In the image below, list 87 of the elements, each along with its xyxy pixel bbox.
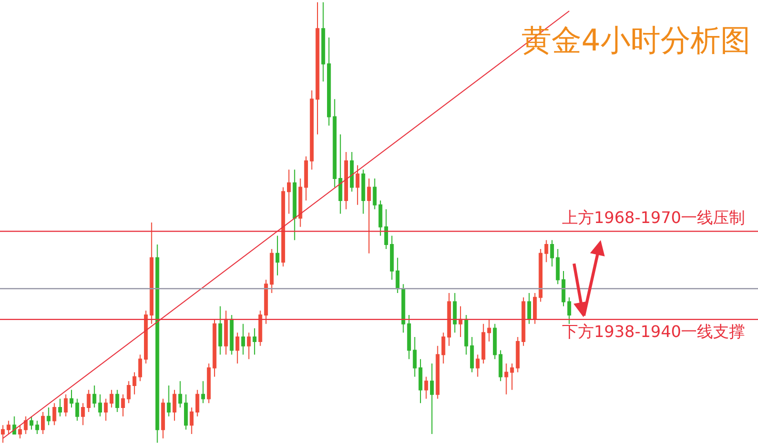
candlestick [321,2,326,82]
candlestick [218,306,222,356]
candlestick [110,389,114,408]
candlestick [287,169,291,214]
candlestick [567,296,572,324]
candlestick [30,416,34,430]
candlestick [516,336,520,373]
ref-line-label: 下方1938-1940一线支撑 [562,322,746,341]
candlestick [161,398,165,439]
candlestick [476,354,480,378]
candlestick [384,208,388,250]
candlestick [372,178,377,210]
candlestick [338,134,342,214]
candlestick [18,424,22,439]
candlestick [35,420,40,434]
ref-line-label: 上方1968-1970一线压制 [562,208,746,227]
candlestick [258,310,262,346]
candlestick [81,402,85,426]
candlestick [407,314,411,360]
candlestick [356,164,360,206]
candlestick [344,152,348,210]
candlestick [367,178,371,254]
candlestick [41,411,45,434]
candlestick [436,345,440,400]
candlestick [270,248,274,294]
candlestick [310,90,314,170]
candlestick [527,292,532,324]
candlestick [230,314,234,356]
candlestick [510,362,514,390]
candlestick [412,336,417,378]
candlestick [195,389,200,417]
candlestick [58,398,62,417]
candlestick [424,376,428,400]
candlestick [378,200,382,236]
candlestick [24,416,28,434]
candlestick [172,389,176,422]
candlestick [184,394,188,430]
candlestick [361,169,366,214]
candlestick [504,362,508,395]
candlestick [236,332,240,364]
candlestick [121,394,125,417]
candlestick [115,389,120,412]
candlestick [316,2,320,135]
candlestick [252,328,256,356]
candlestick [246,332,251,360]
candlestick [292,169,297,241]
candlestick [155,244,160,444]
candlestick [327,36,331,126]
candlestick [206,362,211,404]
candlestick [212,318,216,378]
candlestick [75,398,80,422]
candlestick [64,394,68,417]
candlestick [264,279,268,324]
candlestick [464,314,468,356]
candlestick [86,389,91,412]
candlestick [52,402,56,426]
candlestick [138,354,142,382]
candlestick [452,292,457,334]
candlestick [550,240,554,268]
candlestick [430,362,434,434]
text: 黄金4小时分析图 [521,24,750,59]
candlestick [70,389,74,408]
candlestick [401,284,406,334]
candlestick [522,296,526,346]
candlestick [132,372,136,395]
candlestick [298,178,302,228]
candlestick [126,380,131,404]
candlestick [562,270,566,307]
candlestick [46,407,51,426]
candlestick [458,306,462,338]
candlestick [332,98,337,188]
candlestick [470,336,474,373]
candlestick [556,248,560,285]
candlestick [281,186,286,268]
candlestick [304,156,308,201]
candlestick [166,385,171,417]
candlestick [544,240,548,263]
candlestick [350,152,354,192]
candlestick [418,358,422,404]
candlestick [224,310,228,356]
candlestick [276,235,280,276]
candlestick [241,323,246,356]
candlestick [178,380,182,408]
candlestick [201,380,205,404]
candlestick [190,407,194,434]
candlestick [104,398,108,422]
candlestick [12,416,16,434]
